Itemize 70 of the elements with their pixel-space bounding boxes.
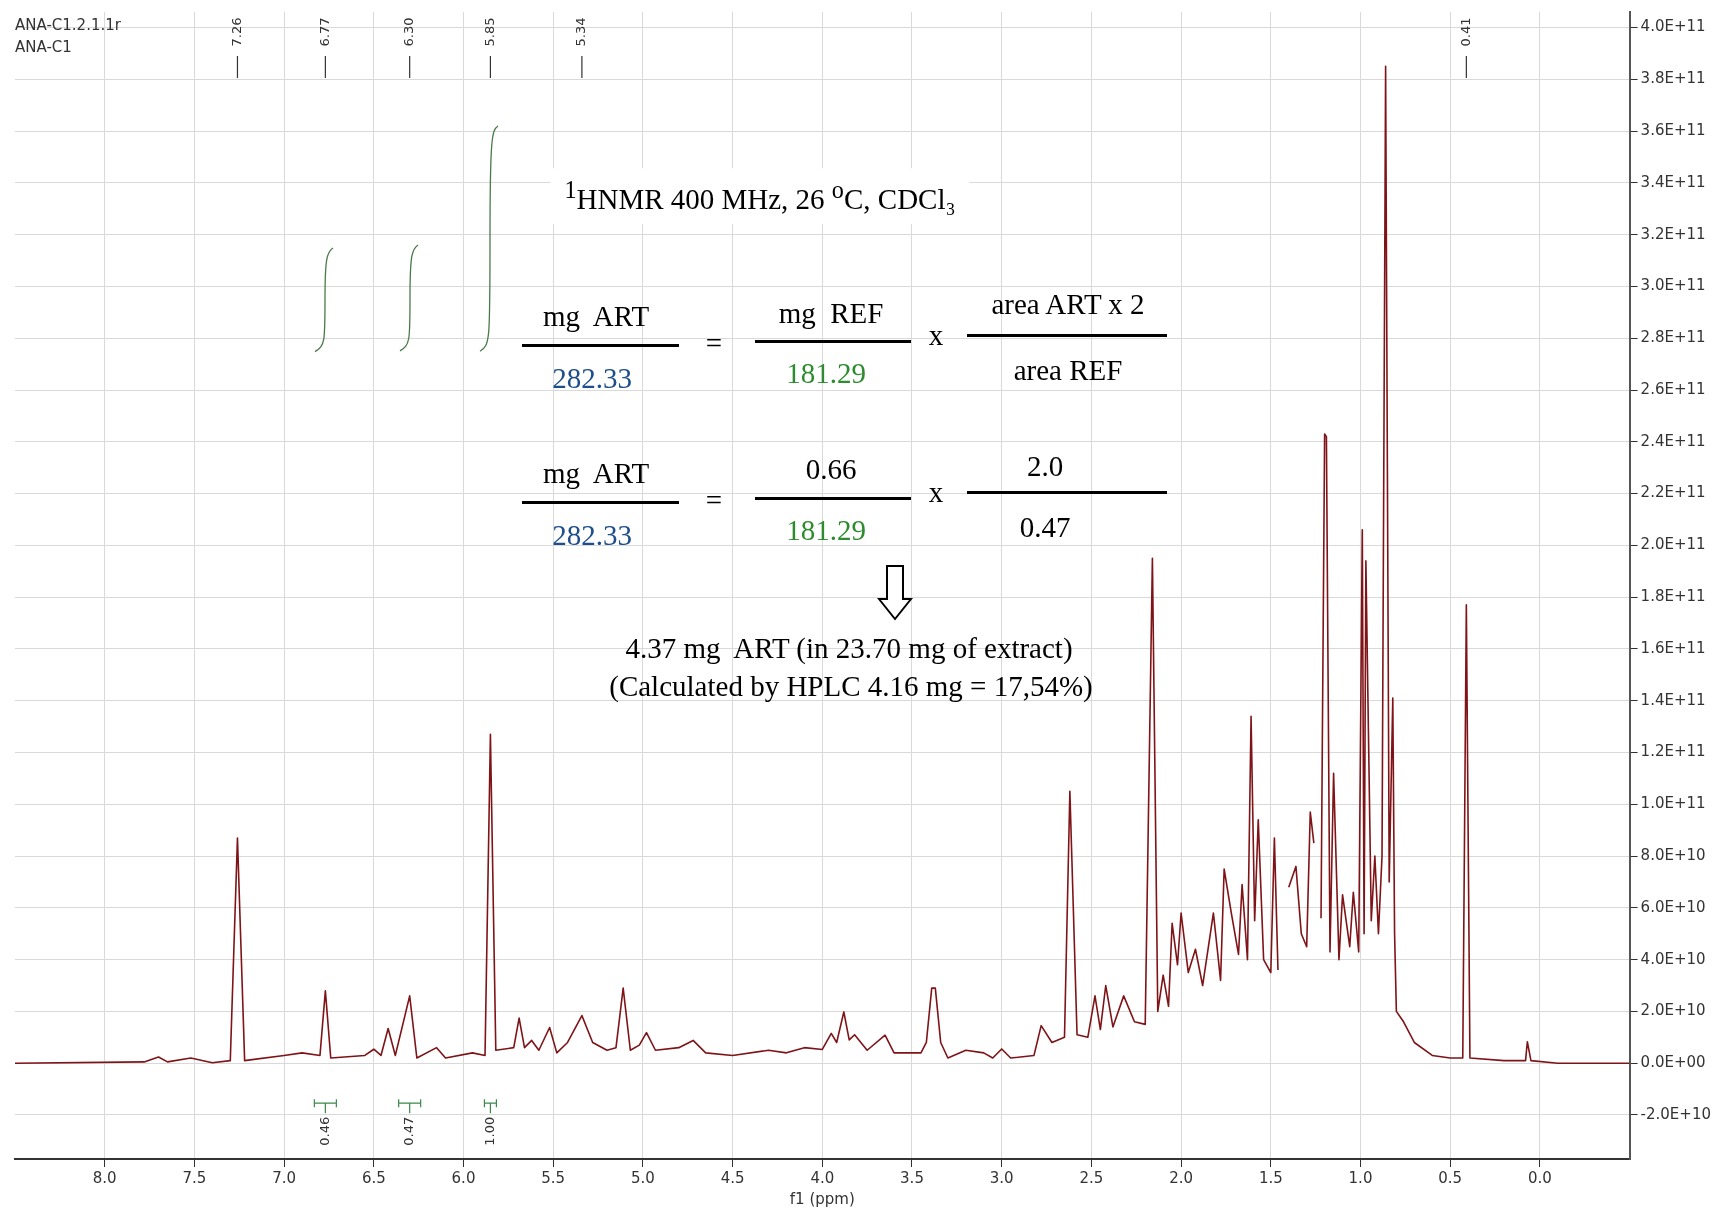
annotation: 2.0: [1026, 449, 1064, 482]
annotation: 0.41: [1457, 17, 1473, 47]
annotation: 0.47: [401, 1116, 417, 1146]
annotation: 4.37 mg ART (in 23.70 mg of extract): [625, 631, 1073, 664]
x-tick-label: 4.5: [720, 1168, 745, 1187]
x-tick-label: 4.0: [810, 1168, 835, 1187]
annotation: ANA-C1: [15, 38, 72, 56]
annotation: 181.29: [786, 356, 866, 389]
x-tick-label: 3.5: [900, 1168, 924, 1187]
annotation: mg ART: [542, 456, 650, 489]
y-tick-label: 2.0E+10: [1640, 1001, 1706, 1020]
y-tick-label: 1.0E+11: [1640, 794, 1706, 813]
x-tick-label: 5.0: [630, 1168, 655, 1187]
annotation: x: [928, 318, 944, 351]
annotation: $^{1}$HNMR 400 MHz, 26 $^{o}$C, CDCl₃: [550, 168, 970, 224]
x-tick-label: 7.5: [182, 1168, 207, 1187]
annotation: 1.00: [481, 1116, 497, 1146]
y-tick-label: 2.6E+11: [1640, 379, 1706, 398]
y-tick-label: 1.8E+11: [1640, 587, 1706, 606]
x-tick-label: 0.0: [1527, 1168, 1552, 1187]
annotation: 0.46: [316, 1116, 332, 1146]
annotation: 282.33: [552, 518, 632, 551]
annotation: 7.26: [228, 17, 244, 47]
annotation: mg REF: [778, 296, 884, 329]
y-tick-label: 3.0E+11: [1640, 276, 1706, 295]
x-tick-label: 1.0: [1348, 1168, 1373, 1187]
annotation: =: [705, 483, 723, 516]
annotation: mg ART: [542, 299, 650, 332]
x-tick-label: 2.5: [1079, 1168, 1104, 1187]
annotation: 6.77: [316, 17, 332, 47]
annotation: area REF: [1013, 353, 1123, 386]
annotation: area ART x 2: [991, 287, 1145, 320]
x-tick-label: 2.0: [1169, 1168, 1194, 1187]
y-tick-label: 0.0E+00: [1640, 1053, 1706, 1072]
x-tick-label: 8.0: [92, 1168, 117, 1187]
y-tick-label: 3.6E+11: [1640, 120, 1706, 139]
y-tick-label: 1.4E+11: [1640, 690, 1706, 709]
y-tick-label: 3.2E+11: [1640, 224, 1706, 243]
y-tick-label: 1.2E+11: [1640, 742, 1706, 761]
x-tick-label: 0.5: [1438, 1168, 1463, 1187]
x-tick-label: 7.0: [272, 1168, 297, 1187]
x-axis-title: f1 (ppm): [789, 1189, 855, 1208]
annotation: ANA-C1.2.1.1r: [15, 16, 121, 34]
y-tick-label: 6.0E+10: [1640, 897, 1706, 916]
x-tick-label: 1.5: [1258, 1168, 1283, 1187]
annotation: 0.66: [805, 452, 857, 485]
y-tick-label: 2.0E+11: [1640, 535, 1706, 554]
y-tick-label: 2.2E+11: [1640, 483, 1706, 502]
annotation: 282.33: [552, 361, 632, 394]
annotation: 5.85: [481, 17, 497, 47]
annotation: =: [705, 326, 723, 359]
y-tick-label: 2.8E+11: [1640, 328, 1706, 347]
y-tick-label: 3.8E+11: [1640, 69, 1706, 88]
annotation: x: [928, 475, 944, 508]
y-tick-label: 4.0E+10: [1640, 949, 1706, 968]
annotation: (Calculated by HPLC 4.16 mg = 17,54%): [609, 669, 1093, 702]
x-tick-label: 3.0: [989, 1168, 1014, 1187]
x-tick-label: 6.5: [361, 1168, 386, 1187]
annotation: 5.34: [573, 17, 589, 47]
y-tick-label: 8.0E+10: [1640, 845, 1706, 864]
annotation: 0.47: [1019, 510, 1071, 543]
y-tick-label: 2.4E+11: [1640, 431, 1706, 450]
y-tick-label: 3.4E+11: [1640, 172, 1706, 191]
y-tick-label: -2.0E+10: [1640, 1104, 1712, 1123]
x-tick-label: 6.0: [451, 1168, 476, 1187]
annotation: 181.29: [786, 513, 866, 546]
y-tick-label: 1.6E+11: [1640, 638, 1706, 657]
x-tick-label: 5.5: [541, 1168, 566, 1187]
y-tick-label: 4.0E+11: [1640, 17, 1706, 36]
annotation: 6.30: [401, 17, 417, 47]
